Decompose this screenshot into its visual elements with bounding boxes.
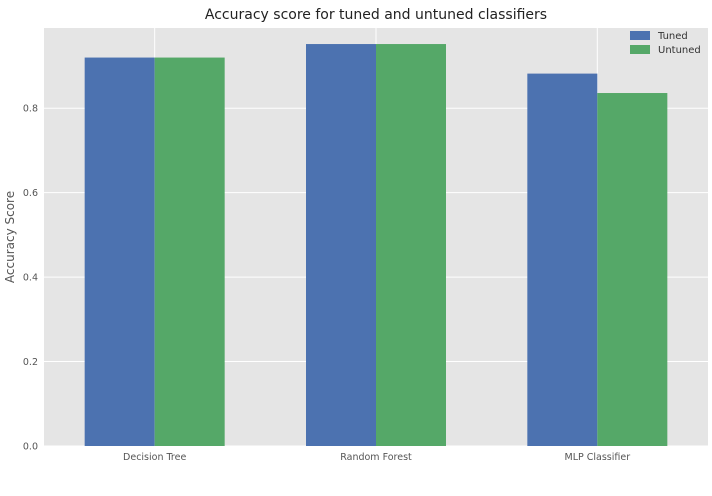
y-tick-label: 0.2 bbox=[23, 357, 38, 368]
y-axis-title: Accuracy Score bbox=[3, 191, 17, 283]
y-tick-labels: 0.0 0.2 0.4 0.6 0.8 bbox=[23, 104, 38, 453]
legend-swatch-untuned bbox=[630, 45, 650, 54]
bars bbox=[84, 44, 668, 447]
x-tick-label: Random Forest bbox=[340, 452, 412, 463]
chart-title: Accuracy score for tuned and untuned cla… bbox=[205, 7, 547, 23]
bar-tuned-mlp-classifier bbox=[527, 73, 598, 446]
legend-swatch-tuned bbox=[630, 31, 650, 40]
y-tick-label: 0.4 bbox=[23, 273, 38, 284]
x-tick-label: Decision Tree bbox=[123, 452, 186, 463]
legend-label-tuned: Tuned bbox=[657, 31, 688, 42]
bar-tuned-decision-tree bbox=[84, 57, 155, 447]
y-tick-label: 0.0 bbox=[23, 442, 38, 453]
legend: Tuned Untuned bbox=[630, 31, 701, 56]
bar-untuned-mlp-classifier bbox=[597, 93, 668, 447]
bar-tuned-random-forest bbox=[306, 44, 376, 447]
bar-untuned-random-forest bbox=[376, 44, 446, 447]
x-tick-labels: Decision Tree Random Forest MLP Classifier bbox=[123, 452, 630, 463]
x-tick-label: MLP Classifier bbox=[565, 452, 631, 463]
bar-untuned-decision-tree bbox=[154, 57, 225, 447]
y-tick-label: 0.6 bbox=[23, 188, 38, 199]
legend-label-untuned: Untuned bbox=[658, 45, 701, 56]
y-tick-label: 0.8 bbox=[23, 104, 38, 115]
